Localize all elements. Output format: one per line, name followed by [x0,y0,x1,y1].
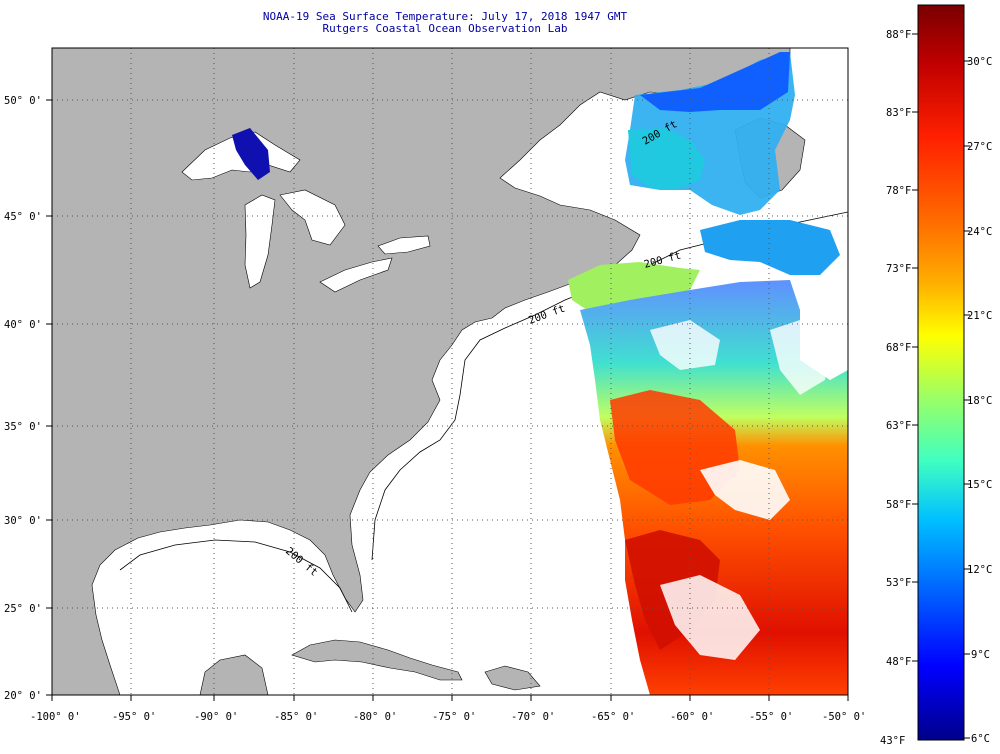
colorbar-c-label: 24°C [967,226,992,238]
hispaniola [484,665,541,691]
colorbar-f-label: 78°F [886,185,911,197]
sst-swath-mid-atlantic [700,220,840,275]
colorbar-f-label: 83°F [886,107,911,119]
colorbar-f-label: 73°F [886,263,911,275]
lon-label: -70° 0' [511,711,555,723]
lat-label: 45° 0' [4,211,42,223]
land-mass [52,48,791,695]
lon-label: -90° 0' [194,711,238,723]
colorbar-f-label: 48°F [886,656,911,668]
colorbar-c-label: 15°C [967,479,992,491]
lon-label: -80° 0' [353,711,397,723]
lat-labels: 20° 0' 25° 0' 30° 0' 35° 0' 40° 0' 45° 0… [4,95,42,702]
cloud-gap-3 [770,320,830,395]
sst-swath-labrador [640,52,790,112]
lat-label: 40° 0' [4,319,42,331]
lon-label: -55° 0' [749,711,793,723]
lake-ontario [377,235,431,255]
lon-label: -95° 0' [112,711,156,723]
colorbar-f-label: 68°F [886,342,911,354]
lat-label: 30° 0' [4,515,42,527]
lon-label: -75° 0' [432,711,476,723]
colorbar-f-label: 43°F [880,735,905,747]
lat-label: 50° 0' [4,95,42,107]
lon-labels: -100° 0' -95° 0' -90° 0' -85° 0' -80° 0'… [30,711,866,723]
colorbar-f-label: 53°F [886,577,911,589]
lake-huron [279,189,346,246]
lon-label: -100° 0' [30,711,81,723]
colorbar-f-label: 63°F [886,420,911,432]
lon-label: -65° 0' [591,711,635,723]
sst-swath-gulf-stlawrence [628,128,705,190]
sst-data [568,52,848,695]
colorbar-c-label: 9°C [971,649,990,661]
colorbar-f-label: 88°F [886,29,911,41]
lat-label: 20° 0' [4,690,42,702]
colorbar-f-label: 58°F [886,499,911,511]
cuba [291,639,463,681]
colorbar-c-label: 18°C [967,395,992,407]
colorbar-ticks [912,33,970,739]
map-area [52,48,848,695]
map-subtitle: Rutgers Coastal Ocean Observation Lab [322,22,568,35]
lon-label: -60° 0' [670,711,714,723]
colorbar-c-label: 30°C [967,56,992,68]
lat-label: 35° 0' [4,421,42,433]
frame-ticks [46,99,849,701]
colorbar-c-label: 21°C [967,310,992,322]
map-frame [51,47,849,696]
colorbar-c-label: 12°C [967,564,992,576]
cloud-gap-4 [650,320,720,370]
lon-label: -50° 0' [822,711,866,723]
sst-swath-georges [568,262,700,312]
yucatan [199,654,269,695]
lake-michigan [244,194,276,289]
lake-erie [319,257,393,293]
map-title: NOAA-19 Sea Surface Temperature: July 17… [262,10,628,23]
colorbar-c-label: 27°C [967,141,992,153]
lon-label: -85° 0' [274,711,318,723]
colorbar-fahrenheit-labels: 88°F 83°F 78°F 73°F 68°F 63°F 58°F 53°F … [880,29,911,747]
lake-superior-sst [232,128,270,180]
colorbar-celsius-labels: 30°C 27°C 24°C 21°C 18°C 15°C 12°C 9°C 6… [967,56,992,745]
lat-label: 25° 0' [4,603,42,615]
colorbar-c-label: 6°C [971,733,990,745]
cloud-gap-1 [700,460,790,520]
cloud-gap-2 [660,575,760,660]
colorbar [917,4,965,741]
